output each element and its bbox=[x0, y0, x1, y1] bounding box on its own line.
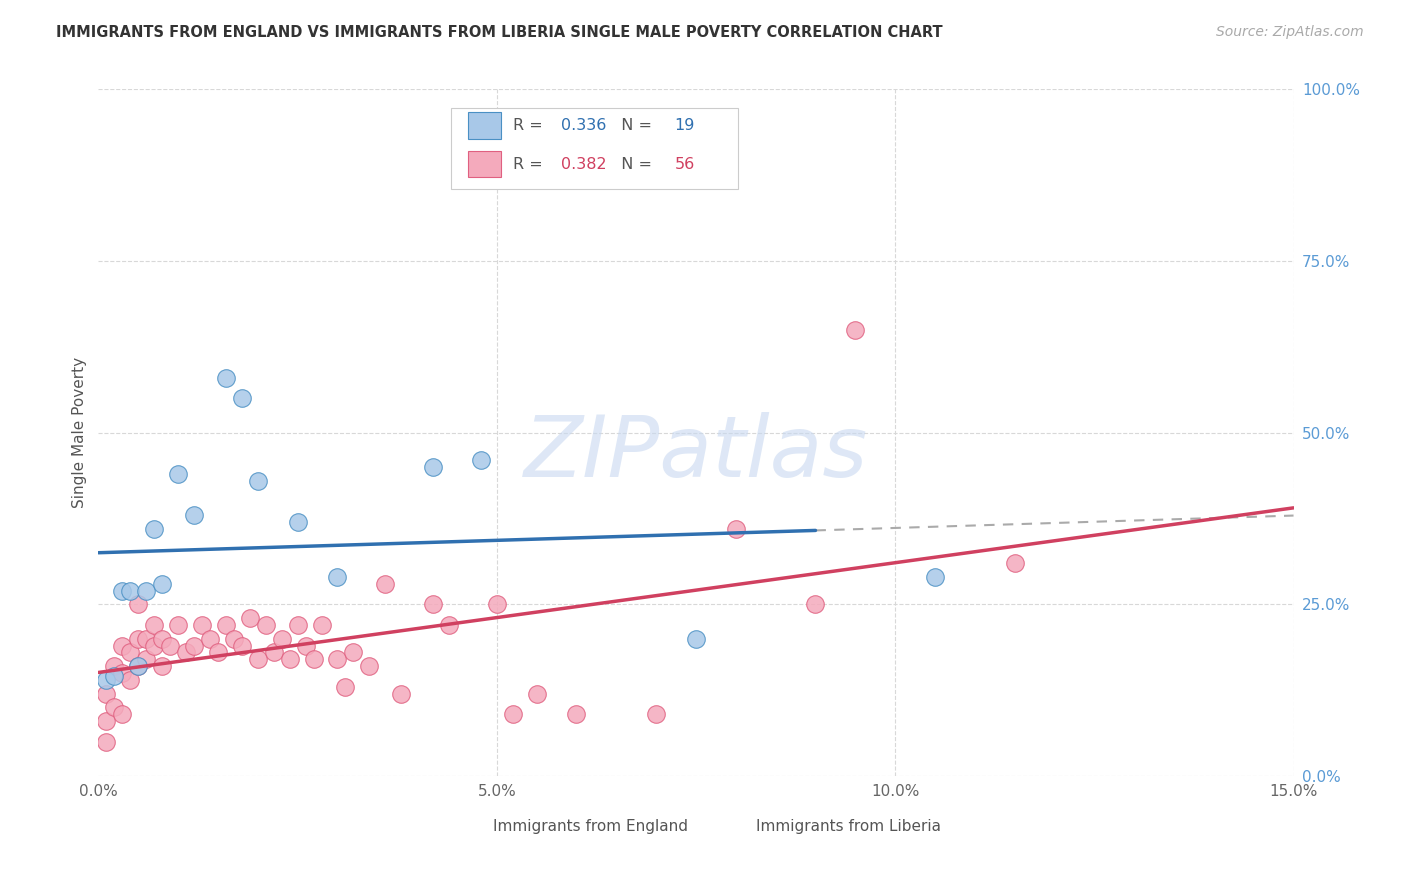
Point bbox=[311, 618, 333, 632]
Point bbox=[246, 474, 269, 488]
Point bbox=[246, 652, 269, 666]
Point bbox=[127, 659, 149, 673]
Text: N =: N = bbox=[612, 118, 657, 133]
Text: R =: R = bbox=[513, 157, 548, 172]
Point bbox=[215, 370, 238, 384]
Point bbox=[167, 467, 190, 481]
Point bbox=[159, 639, 181, 653]
Point bbox=[135, 632, 157, 646]
Text: ZIPatlas: ZIPatlas bbox=[524, 412, 868, 495]
Point bbox=[287, 618, 309, 632]
Bar bbox=[468, 112, 501, 138]
Text: Immigrants from England: Immigrants from England bbox=[494, 819, 688, 834]
Point bbox=[103, 669, 125, 683]
Point bbox=[120, 583, 142, 598]
Point bbox=[191, 618, 214, 632]
Point bbox=[135, 652, 157, 666]
Point bbox=[1004, 556, 1026, 570]
Point bbox=[326, 570, 349, 584]
Point bbox=[150, 632, 173, 646]
Text: 0.382: 0.382 bbox=[561, 157, 606, 172]
Point bbox=[150, 576, 173, 591]
Point bbox=[96, 687, 118, 701]
Point bbox=[96, 714, 118, 728]
Bar bbox=[714, 815, 748, 839]
Point bbox=[96, 673, 118, 687]
FancyBboxPatch shape bbox=[451, 108, 738, 189]
Point bbox=[924, 570, 946, 584]
Point bbox=[111, 583, 134, 598]
Point bbox=[127, 632, 149, 646]
Bar bbox=[451, 815, 485, 839]
Point bbox=[335, 680, 357, 694]
Point bbox=[222, 632, 245, 646]
Point bbox=[302, 652, 325, 666]
Point bbox=[359, 659, 381, 673]
Point bbox=[111, 665, 134, 680]
Point bbox=[143, 639, 166, 653]
Point bbox=[804, 598, 827, 612]
Point bbox=[526, 687, 548, 701]
Point bbox=[143, 618, 166, 632]
Point bbox=[143, 522, 166, 536]
Point bbox=[294, 639, 316, 653]
Text: 0.336: 0.336 bbox=[561, 118, 606, 133]
Point bbox=[207, 645, 229, 659]
Point bbox=[111, 707, 134, 722]
Point bbox=[263, 645, 285, 659]
Text: Immigrants from Liberia: Immigrants from Liberia bbox=[756, 819, 941, 834]
Point bbox=[135, 583, 157, 598]
Text: 19: 19 bbox=[675, 118, 695, 133]
Point bbox=[326, 652, 349, 666]
Text: R =: R = bbox=[513, 118, 548, 133]
Point bbox=[103, 700, 125, 714]
Point bbox=[231, 639, 253, 653]
Point bbox=[270, 632, 292, 646]
Point bbox=[502, 707, 524, 722]
Point bbox=[96, 735, 118, 749]
Point bbox=[198, 632, 221, 646]
Point bbox=[127, 598, 149, 612]
Point bbox=[485, 598, 508, 612]
Point bbox=[422, 460, 444, 475]
Text: N =: N = bbox=[612, 157, 657, 172]
Point bbox=[287, 515, 309, 529]
Point bbox=[470, 453, 492, 467]
Point bbox=[645, 707, 668, 722]
Point bbox=[120, 645, 142, 659]
Point bbox=[111, 639, 134, 653]
Point bbox=[254, 618, 277, 632]
Point bbox=[374, 576, 396, 591]
Point bbox=[120, 673, 142, 687]
Point bbox=[342, 645, 364, 659]
Point bbox=[215, 618, 238, 632]
Point bbox=[174, 645, 197, 659]
Text: Source: ZipAtlas.com: Source: ZipAtlas.com bbox=[1216, 25, 1364, 39]
Point bbox=[278, 652, 301, 666]
Text: 56: 56 bbox=[675, 157, 695, 172]
Point bbox=[239, 611, 262, 625]
Text: IMMIGRANTS FROM ENGLAND VS IMMIGRANTS FROM LIBERIA SINGLE MALE POVERTY CORRELATI: IMMIGRANTS FROM ENGLAND VS IMMIGRANTS FR… bbox=[56, 25, 943, 40]
Point bbox=[437, 618, 460, 632]
Point bbox=[565, 707, 588, 722]
Bar bbox=[468, 152, 501, 178]
Point bbox=[231, 391, 253, 405]
Point bbox=[685, 632, 707, 646]
Y-axis label: Single Male Poverty: Single Male Poverty bbox=[72, 357, 87, 508]
Point bbox=[844, 322, 866, 336]
Point bbox=[167, 618, 190, 632]
Point bbox=[389, 687, 412, 701]
Point bbox=[150, 659, 173, 673]
Point bbox=[724, 522, 747, 536]
Point bbox=[183, 508, 205, 522]
Point bbox=[422, 598, 444, 612]
Point bbox=[103, 659, 125, 673]
Point bbox=[127, 659, 149, 673]
Point bbox=[183, 639, 205, 653]
